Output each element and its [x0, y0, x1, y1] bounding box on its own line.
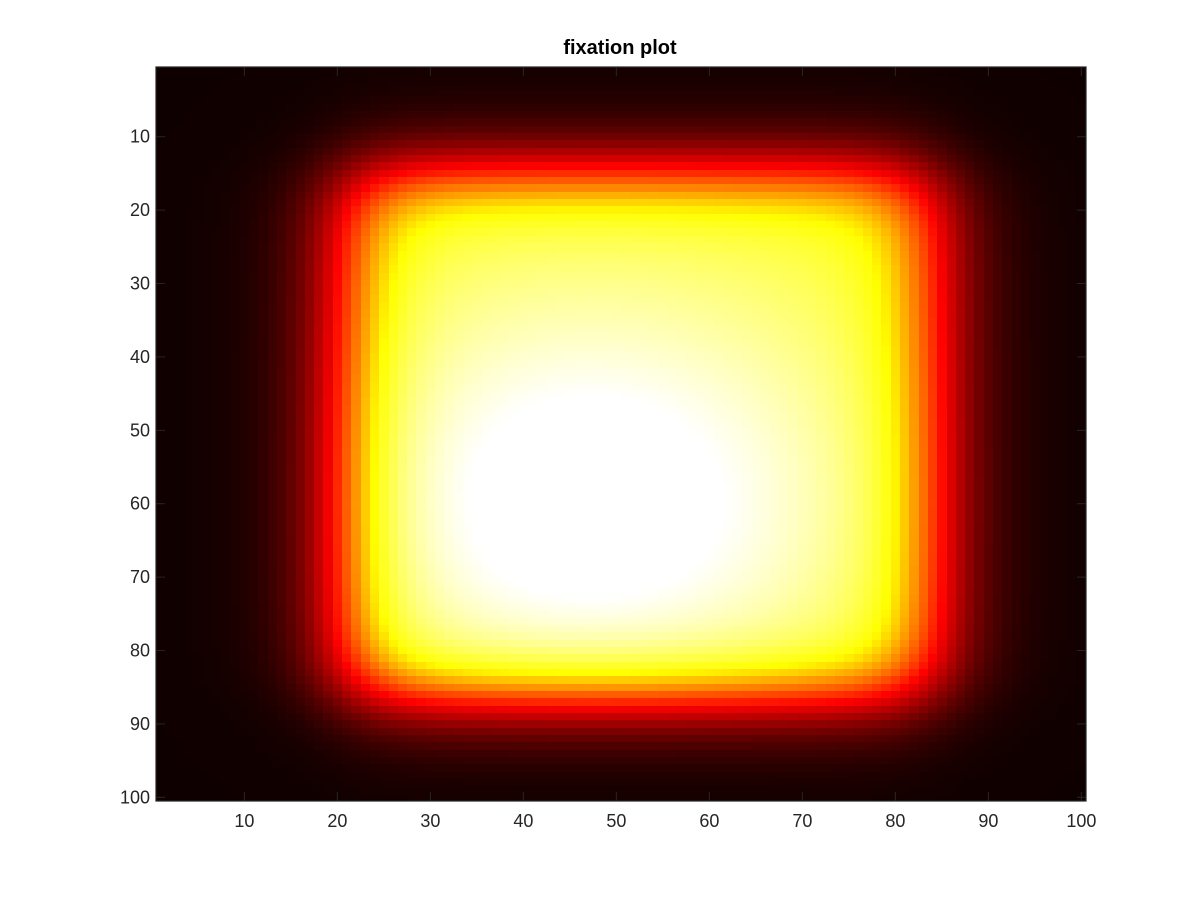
axes-box	[155, 66, 1087, 802]
x-axis-tick-labels: 10 20 30 40 50 60 70 80 90 100	[234, 811, 1096, 831]
x-tick-label: 10	[234, 811, 254, 831]
axis-ticks	[156, 67, 1086, 801]
y-tick-label: 90	[130, 714, 150, 734]
x-tick-label: 90	[978, 811, 998, 831]
y-tick-label: 20	[130, 200, 150, 220]
x-tick-label: 60	[699, 811, 719, 831]
x-tick-label: 50	[606, 811, 626, 831]
y-tick-label: 50	[130, 420, 150, 440]
y-tick-label: 60	[130, 494, 150, 514]
y-tick-label: 80	[130, 641, 150, 661]
y-tick-label: 70	[130, 567, 150, 587]
chart-title: fixation plot	[563, 37, 677, 59]
y-axis-tick-labels: 10 20 30 40 50 60 70 80 90 100	[120, 127, 150, 808]
plot-area	[156, 67, 1086, 801]
x-tick-label: 100	[1066, 811, 1096, 831]
x-tick-label: 70	[792, 811, 812, 831]
y-tick-label: 40	[130, 347, 150, 367]
x-tick-label: 40	[513, 811, 533, 831]
heatmap-image	[156, 67, 1086, 801]
y-tick-label: 30	[130, 274, 150, 294]
x-tick-label: 20	[327, 811, 347, 831]
y-tick-label: 100	[120, 787, 150, 807]
x-tick-label: 30	[420, 811, 440, 831]
x-tick-label: 80	[885, 811, 905, 831]
y-tick-label: 10	[130, 127, 150, 147]
